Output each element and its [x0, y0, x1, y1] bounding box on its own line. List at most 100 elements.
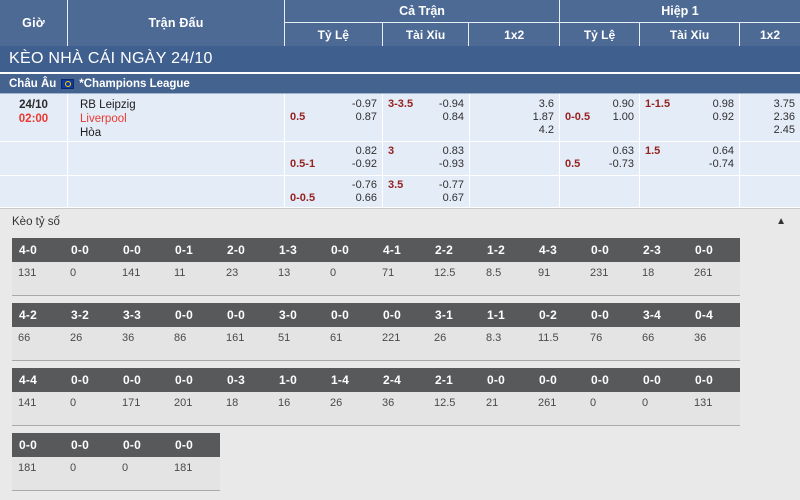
h1-ou-key-1: 1-1.5	[645, 98, 671, 110]
score-label: 0-0	[116, 433, 168, 457]
score-cell[interactable]: 4-1 71	[376, 238, 428, 303]
score-odds: 91	[532, 262, 584, 296]
score-cell[interactable]: 1-4 26	[324, 368, 376, 433]
score-cell[interactable]: 0-0 171	[116, 368, 168, 433]
score-cell[interactable]: 4-4 141	[12, 368, 64, 433]
score-cell[interactable]: 0-0 231	[584, 238, 636, 303]
score-label: 1-1	[480, 303, 532, 327]
table-row[interactable]: 0.82 -0.92 0.5-1 3 0.83 -0.93 0.63 -0.73…	[0, 142, 800, 176]
score-odds: 86	[168, 327, 220, 361]
cell-h1-handicap-2[interactable]: 0.63 -0.73 0.5	[560, 142, 640, 175]
ft-handicap-value-2: 0.66	[355, 192, 377, 204]
ft-ou-value-2: -0.93	[438, 158, 464, 170]
score-cell[interactable]: 0-0 0	[116, 433, 168, 498]
score-odds: 171	[116, 392, 168, 426]
score-cell[interactable]: 0-0 21	[480, 368, 532, 433]
cell-ft-overunder-1[interactable]: 3-3.5 -0.94 0.84	[383, 94, 470, 141]
cell-h1-handicap-1[interactable]: 0.90 1.00 0-0.5	[560, 94, 640, 141]
score-cell[interactable]: 0-1 11	[168, 238, 220, 303]
cell-teams-empty	[68, 142, 285, 175]
score-cell[interactable]: 3-1 26	[428, 303, 480, 368]
score-cell[interactable]: 0-4 36	[688, 303, 740, 368]
cell-ft-overunder-3[interactable]: 3.5 -0.77 0.67	[383, 176, 470, 207]
score-cell[interactable]: 0-0 261	[688, 238, 740, 303]
cell-ft-overunder-2[interactable]: 3 0.83 -0.93	[383, 142, 470, 175]
score-cell[interactable]: 3-4 66	[636, 303, 688, 368]
score-cell[interactable]: 2-3 18	[636, 238, 688, 303]
score-grid: 4-0 131 0-0 0 0-0 141 0-1 11 2-0 23 1-3 13 0-0 0 4-1 71…	[0, 234, 800, 498]
ft-ou-key-1: 3-3.5	[388, 98, 414, 110]
cell-h1-1x2-empty	[740, 176, 800, 207]
cell-ft-handicap-2[interactable]: 0.82 -0.92 0.5-1	[285, 142, 383, 175]
score-cell[interactable]: 0-0 0	[64, 238, 116, 303]
score-cell[interactable]: 1-2 8.5	[480, 238, 532, 303]
score-cell[interactable]: 1-3 13	[272, 238, 324, 303]
score-odds: 0	[324, 262, 376, 296]
score-label: 1-4	[324, 368, 376, 392]
score-odds: 26	[64, 327, 116, 361]
table-row[interactable]: 24/10 02:00 RB Leipzig Liverpool Hòa -0.…	[0, 94, 800, 142]
score-odds: 141	[116, 262, 168, 296]
score-grid-row: 4-4 141 0-0 0 0-0 171 0-0 201 0-3 18 1-0 16 1-4 26 2-4…	[12, 368, 800, 433]
match-date: 24/10	[19, 99, 48, 111]
score-cell[interactable]: 1-1 8.3	[480, 303, 532, 368]
cell-ft-handicap-3[interactable]: -0.76 0.66 0-0.5	[285, 176, 383, 207]
score-odds: 181	[12, 457, 64, 491]
score-cell[interactable]: 0-3 18	[220, 368, 272, 433]
subheader-ft-handicap: Tỷ Lệ	[285, 23, 383, 46]
score-odds: 36	[688, 327, 740, 361]
table-row[interactable]: -0.76 0.66 0-0.5 3.5 -0.77 0.67	[0, 176, 800, 208]
caret-up-icon[interactable]: ▲	[776, 215, 786, 227]
score-cell[interactable]: 0-0 0	[64, 368, 116, 433]
score-section-header[interactable]: Kèo tỷ số ▲	[0, 208, 800, 234]
h1-ou-value-1: 0.64	[712, 145, 734, 157]
score-odds: 8.5	[480, 262, 532, 296]
cell-h1-overunder-2[interactable]: 1.5 0.64 -0.74	[640, 142, 740, 175]
score-cell[interactable]: 4-3 91	[532, 238, 584, 303]
score-cell[interactable]: 0-0 0	[324, 238, 376, 303]
score-cell[interactable]: 0-0 131	[688, 368, 740, 433]
score-cell[interactable]: 0-0 181	[12, 433, 64, 498]
score-label: 4-3	[532, 238, 584, 262]
score-cell[interactable]: 3-2 26	[64, 303, 116, 368]
score-cell[interactable]: 4-0 131	[12, 238, 64, 303]
cell-h1-overunder-1[interactable]: 1-1.5 0.98 0.92	[640, 94, 740, 141]
score-cell[interactable]: 0-0 161	[220, 303, 272, 368]
score-cell[interactable]: 3-3 36	[116, 303, 168, 368]
ft-1x2-draw: 1.87	[532, 111, 554, 123]
subheader-h1-overunder: Tài Xỉu	[640, 23, 740, 46]
score-cell[interactable]: 0-2 11.5	[532, 303, 584, 368]
score-cell[interactable]: 2-0 23	[220, 238, 272, 303]
score-cell[interactable]: 0-0 221	[376, 303, 428, 368]
score-cell[interactable]: 2-2 12.5	[428, 238, 480, 303]
score-cell[interactable]: 2-4 36	[376, 368, 428, 433]
score-cell[interactable]: 0-0 141	[116, 238, 168, 303]
score-cell[interactable]: 0-0 181	[168, 433, 220, 498]
score-odds: 221	[376, 327, 428, 361]
score-cell[interactable]: 1-0 16	[272, 368, 324, 433]
score-odds: 21	[480, 392, 532, 426]
cell-ft-1x2[interactable]: 3.6 1.87 4.2	[470, 94, 560, 141]
score-cell[interactable]: 0-0 261	[532, 368, 584, 433]
score-cell[interactable]: 4-2 66	[12, 303, 64, 368]
cell-h1-handicap-empty	[560, 176, 640, 207]
score-cell[interactable]: 0-0 76	[584, 303, 636, 368]
score-label: 0-0	[480, 368, 532, 392]
score-cell[interactable]: 0-0 61	[324, 303, 376, 368]
score-cell[interactable]: 0-0 0	[64, 433, 116, 498]
score-cell[interactable]: 0-0 86	[168, 303, 220, 368]
score-label: 0-0	[584, 368, 636, 392]
cell-ft-handicap-1[interactable]: -0.97 0.87 0.5	[285, 94, 383, 141]
cell-kickoff: 24/10 02:00	[0, 94, 68, 141]
score-label: 2-0	[220, 238, 272, 262]
score-cell[interactable]: 0-0 0	[636, 368, 688, 433]
h1-handicap-key-2: 0.5	[565, 158, 581, 170]
score-label: 4-1	[376, 238, 428, 262]
score-cell[interactable]: 3-0 51	[272, 303, 324, 368]
score-odds: 0	[584, 392, 636, 426]
league-row[interactable]: Châu Âu *Champions League	[0, 74, 800, 94]
score-cell[interactable]: 2-1 12.5	[428, 368, 480, 433]
score-cell[interactable]: 0-0 201	[168, 368, 220, 433]
cell-h1-1x2[interactable]: 3.75 2.36 2.45	[740, 94, 800, 141]
score-cell[interactable]: 0-0 0	[584, 368, 636, 433]
